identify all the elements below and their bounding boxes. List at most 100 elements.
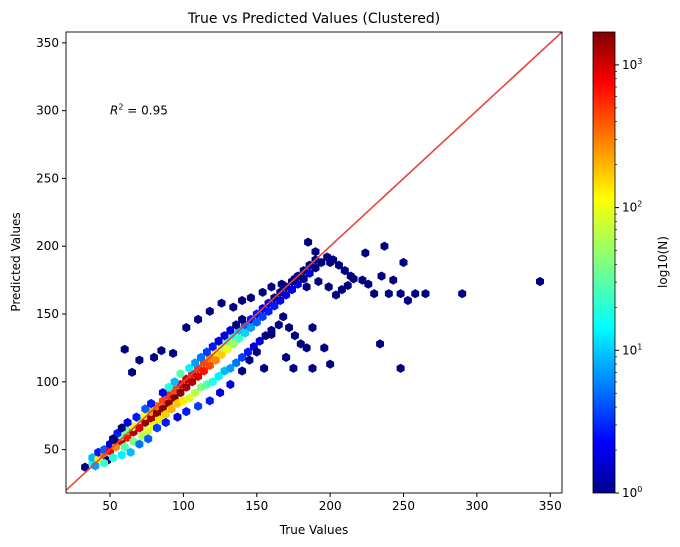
hexbin-cell — [238, 352, 247, 362]
hexbin-cell — [277, 279, 286, 289]
hexbin-layer — [81, 237, 544, 472]
hexbin-cell — [91, 461, 100, 471]
hexbin-cell — [117, 423, 126, 433]
hexbin-cell — [241, 328, 249, 338]
colorbar-tick-label: 103 — [622, 57, 642, 72]
hexbin-cell — [147, 413, 156, 423]
hexbin-cell — [326, 359, 335, 369]
hexbin-cell — [226, 325, 235, 335]
hexbin-cell — [194, 314, 203, 324]
y-tick-label: 250 — [36, 171, 59, 185]
hexbin-cell — [194, 371, 203, 381]
hexbin-cell — [377, 271, 386, 281]
hexbin-cell — [147, 398, 156, 409]
hexbin-cell — [208, 342, 217, 352]
hexbin-cell — [285, 323, 293, 333]
hexbin-cell — [389, 275, 398, 285]
hexbin-cell — [246, 323, 255, 333]
hexbin-cell — [458, 289, 467, 299]
hexbin-cell — [158, 388, 167, 398]
hexbin-cell — [252, 317, 261, 327]
hexbin-cell — [220, 331, 229, 341]
y-tick-label: 100 — [36, 375, 59, 389]
hexbin-cell — [324, 282, 333, 292]
hexbin-cell — [161, 409, 170, 419]
hexbin-cell — [311, 247, 320, 257]
hexbin-cell — [232, 358, 241, 368]
hexbin-cell — [109, 453, 117, 463]
hexbin-cell — [157, 346, 166, 356]
hexbin-cell — [276, 295, 285, 306]
hexbin-cell — [132, 412, 141, 422]
hexbin-cell — [411, 289, 420, 299]
hexbin-cell — [216, 388, 225, 398]
hexbin-cell — [211, 355, 220, 365]
hexbin-cell — [396, 363, 405, 373]
hexbin-cell — [191, 358, 200, 368]
hexbin-cell — [191, 388, 200, 398]
hexbin-cell — [326, 257, 335, 268]
hexbin-cell — [120, 442, 129, 452]
hexbin-cell — [399, 257, 408, 268]
hexbin-cell — [238, 295, 247, 306]
colorbar — [592, 31, 616, 494]
hexbin-cell — [182, 407, 191, 417]
hexbin-cell — [299, 274, 308, 284]
x-tick-label: 350 — [539, 499, 562, 513]
hexbin-cell — [176, 369, 185, 379]
y-tick-label: 300 — [36, 104, 59, 118]
hexbin-cell — [384, 289, 393, 299]
hexbin-cell — [376, 339, 384, 349]
hexbin-cell — [135, 355, 144, 365]
hexbin-cell — [340, 266, 349, 276]
hexbin-cell — [150, 352, 158, 362]
hexbin-cell — [245, 355, 254, 365]
hexbin-cell — [182, 382, 191, 392]
y-tick-label: 150 — [36, 307, 59, 321]
hexbin-cell — [135, 439, 144, 449]
hexbin-cell — [185, 363, 194, 373]
plot-frame — [65, 31, 563, 494]
hexbin-cell — [258, 287, 267, 297]
hexbin-cell — [314, 276, 323, 287]
hexbin-cell — [244, 347, 252, 357]
y-tick-label: 50 — [44, 443, 59, 457]
r2-base: R — [110, 104, 118, 118]
hexbin-cell — [282, 290, 291, 300]
identity-line — [66, 32, 562, 491]
hexbin-cell — [223, 344, 232, 354]
x-axis-ticks: 50 100 150 200 250 300 350 — [102, 493, 562, 513]
hexbin-cell — [282, 352, 291, 362]
hexbin-cell — [255, 336, 264, 346]
hexbin-cell — [246, 293, 255, 303]
colorbar-label: log10(N) — [656, 236, 670, 288]
hexbin-cell — [232, 320, 241, 330]
x-tick-label: 200 — [319, 499, 342, 513]
x-tick-label: 250 — [392, 499, 415, 513]
hexbin-cell — [182, 323, 191, 333]
hexbin-cell — [270, 301, 279, 311]
hexbin-cell — [153, 423, 161, 433]
hexbin-cell — [167, 404, 176, 414]
hexbin-cell — [332, 290, 340, 300]
colorbar-ticks: 100 101 102 103 — [615, 57, 642, 500]
hexbin-cell — [252, 347, 261, 357]
hexbin-cell — [308, 363, 317, 373]
hexbin-cell — [370, 289, 379, 299]
hexbin-cell — [349, 274, 358, 284]
chart-title: True vs Predicted Values (Clustered) — [187, 11, 440, 27]
hexbin-cell — [109, 434, 117, 444]
hexbin-cell — [205, 360, 214, 371]
hexbin-cell — [226, 363, 235, 373]
r2-sup: 2 — [118, 103, 123, 112]
hexbin-cell — [205, 396, 214, 406]
hexbin-cell — [229, 302, 238, 312]
hexbin-cell — [335, 260, 343, 270]
x-tick-label: 100 — [172, 499, 195, 513]
hexbin-cell — [238, 366, 247, 376]
hexbin-cell — [320, 343, 329, 353]
r2-annotation: R2 = 0.95 — [110, 103, 168, 118]
hexbin-cell — [364, 279, 373, 289]
hexbin-cell — [164, 382, 173, 392]
